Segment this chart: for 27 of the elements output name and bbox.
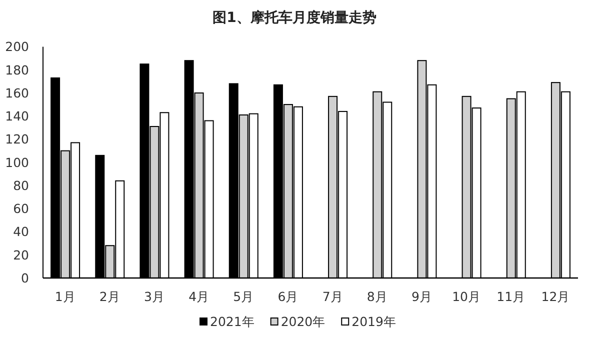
x-tick-label: 2月 xyxy=(99,289,120,304)
y-tick-label: 140 xyxy=(5,108,30,124)
y-tick-label: 200 xyxy=(5,39,30,54)
y-tick-label: 20 xyxy=(13,247,30,262)
y-tick-label: 60 xyxy=(13,201,30,216)
x-tick-label: 10月 xyxy=(452,289,481,304)
x-tick-label: 12月 xyxy=(541,289,570,304)
x-tick-label: 9月 xyxy=(411,289,432,304)
legend-label: 2019年 xyxy=(352,314,396,329)
y-tick-label: 160 xyxy=(5,85,30,100)
y-tick-label: 120 xyxy=(5,132,30,147)
y-tick-label: 180 xyxy=(5,62,30,78)
x-tick-label: 6月 xyxy=(278,289,299,304)
y-tick-label: 0 xyxy=(21,270,30,286)
x-tick-label: 1月 xyxy=(54,289,76,304)
x-tick-label: 3月 xyxy=(144,289,165,304)
chart-title: 图1、摩托车月度销量走势 xyxy=(212,9,376,26)
legend-label: 2020年 xyxy=(280,314,326,329)
x-tick-label: 11月 xyxy=(496,289,526,304)
x-tick-label: 7月 xyxy=(322,289,344,304)
x-tick-label: 8月 xyxy=(366,289,388,304)
x-tick-label: 4月 xyxy=(188,289,210,304)
y-tick-label: 100 xyxy=(5,154,30,170)
legend-label: 2021年 xyxy=(210,314,255,329)
y-tick-label: 40 xyxy=(13,224,30,240)
y-tick-label: 80 xyxy=(13,178,30,193)
x-tick-label: 5月 xyxy=(233,289,254,304)
